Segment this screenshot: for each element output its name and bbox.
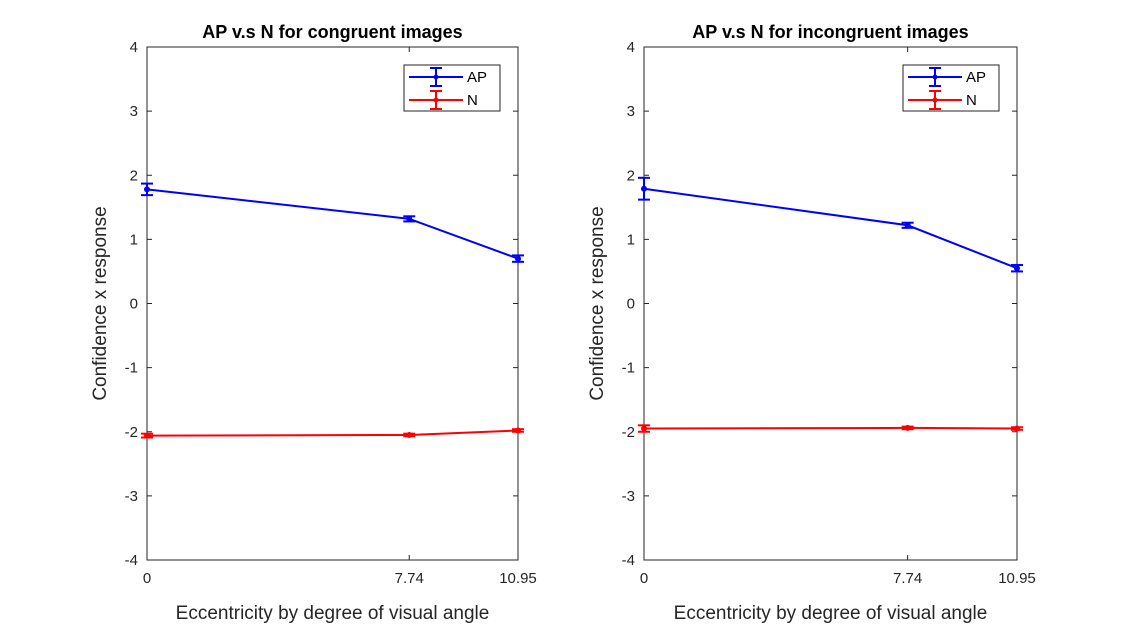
data-point — [406, 431, 413, 438]
y-tick-label: -2 — [125, 424, 138, 441]
legend-box — [403, 64, 501, 112]
chart-title: AP v.s N for congruent images — [202, 22, 462, 42]
data-point — [406, 215, 413, 222]
y-tick-label: 1 — [130, 231, 138, 248]
data-point — [641, 185, 647, 192]
axes-box — [146, 46, 519, 561]
y-tick-label: -3 — [125, 488, 138, 505]
x-axis-label: Eccentricity by degree of visual angle — [176, 603, 490, 624]
data-point — [904, 424, 911, 431]
y-tick-label: -4 — [125, 552, 138, 569]
x-tick-label: 7.74 — [893, 570, 922, 587]
chart-title: AP v.s N for incongruent images — [692, 22, 968, 42]
y-axis-label: Confidence x response — [90, 206, 111, 400]
legend-swatch-ap — [908, 67, 962, 87]
plot-congruent: -4 -3 -2 -1 0 1 2 3 4 0 7.74 10.95 AP N AP v.s N for c… — [90, 22, 537, 624]
axes-box — [643, 46, 1018, 561]
x-axis-label: Eccentricity by degree of visual angle — [674, 603, 988, 624]
y-tick-label: -4 — [622, 552, 635, 569]
x-tick-label: 10.95 — [499, 570, 537, 587]
legend: AP N — [403, 64, 501, 112]
y-tick-label: -1 — [125, 360, 138, 377]
y-tick-label: -2 — [622, 424, 635, 441]
data-point — [904, 222, 911, 229]
legend-swatch-n — [908, 90, 962, 110]
x-tick-label: 7.74 — [395, 570, 424, 587]
data-point — [641, 425, 647, 432]
y-tick-label: -3 — [622, 488, 635, 505]
data-point — [1014, 425, 1020, 432]
y-tick-label: 2 — [627, 167, 635, 184]
legend-swatch-ap — [409, 67, 463, 87]
data-point — [144, 186, 150, 193]
y-tick-label: 1 — [627, 231, 635, 248]
data-point — [1014, 265, 1020, 272]
y-tick-label: -1 — [622, 360, 635, 377]
legend: AP N — [902, 64, 1000, 112]
y-tick-label: 3 — [130, 103, 138, 120]
y-tick-label: 4 — [627, 39, 635, 56]
y-tick-label: 4 — [130, 39, 138, 56]
legend-label-ap: AP — [467, 69, 487, 86]
series-n — [638, 424, 1023, 433]
legend-label-n: N — [467, 92, 478, 109]
data-point — [515, 427, 521, 434]
plot-incongruent: -4 -3 -2 -1 0 1 2 3 4 0 7.74 10.95 AP N AP v.s N for i… — [587, 22, 1036, 624]
legend-label-n: N — [966, 92, 977, 109]
x-tick-label: 0 — [143, 570, 151, 587]
x-tick-label: 10.95 — [998, 570, 1036, 587]
y-tick-label: 0 — [130, 296, 138, 313]
y-tick-label: 2 — [130, 167, 138, 184]
series-ap — [638, 176, 1023, 273]
y-tick-label: 0 — [627, 296, 635, 313]
series-ap — [141, 182, 524, 263]
x-tick-label: 0 — [640, 570, 648, 587]
series-n — [141, 427, 524, 439]
legend-swatch-n — [409, 90, 463, 110]
y-axis-label: Confidence x response — [587, 206, 608, 400]
legend-box — [902, 64, 1000, 112]
y-tick-label: 3 — [627, 103, 635, 120]
series-line — [643, 426, 1018, 430]
data-point — [144, 432, 150, 439]
legend-label-ap: AP — [966, 69, 986, 86]
data-point — [515, 255, 521, 262]
